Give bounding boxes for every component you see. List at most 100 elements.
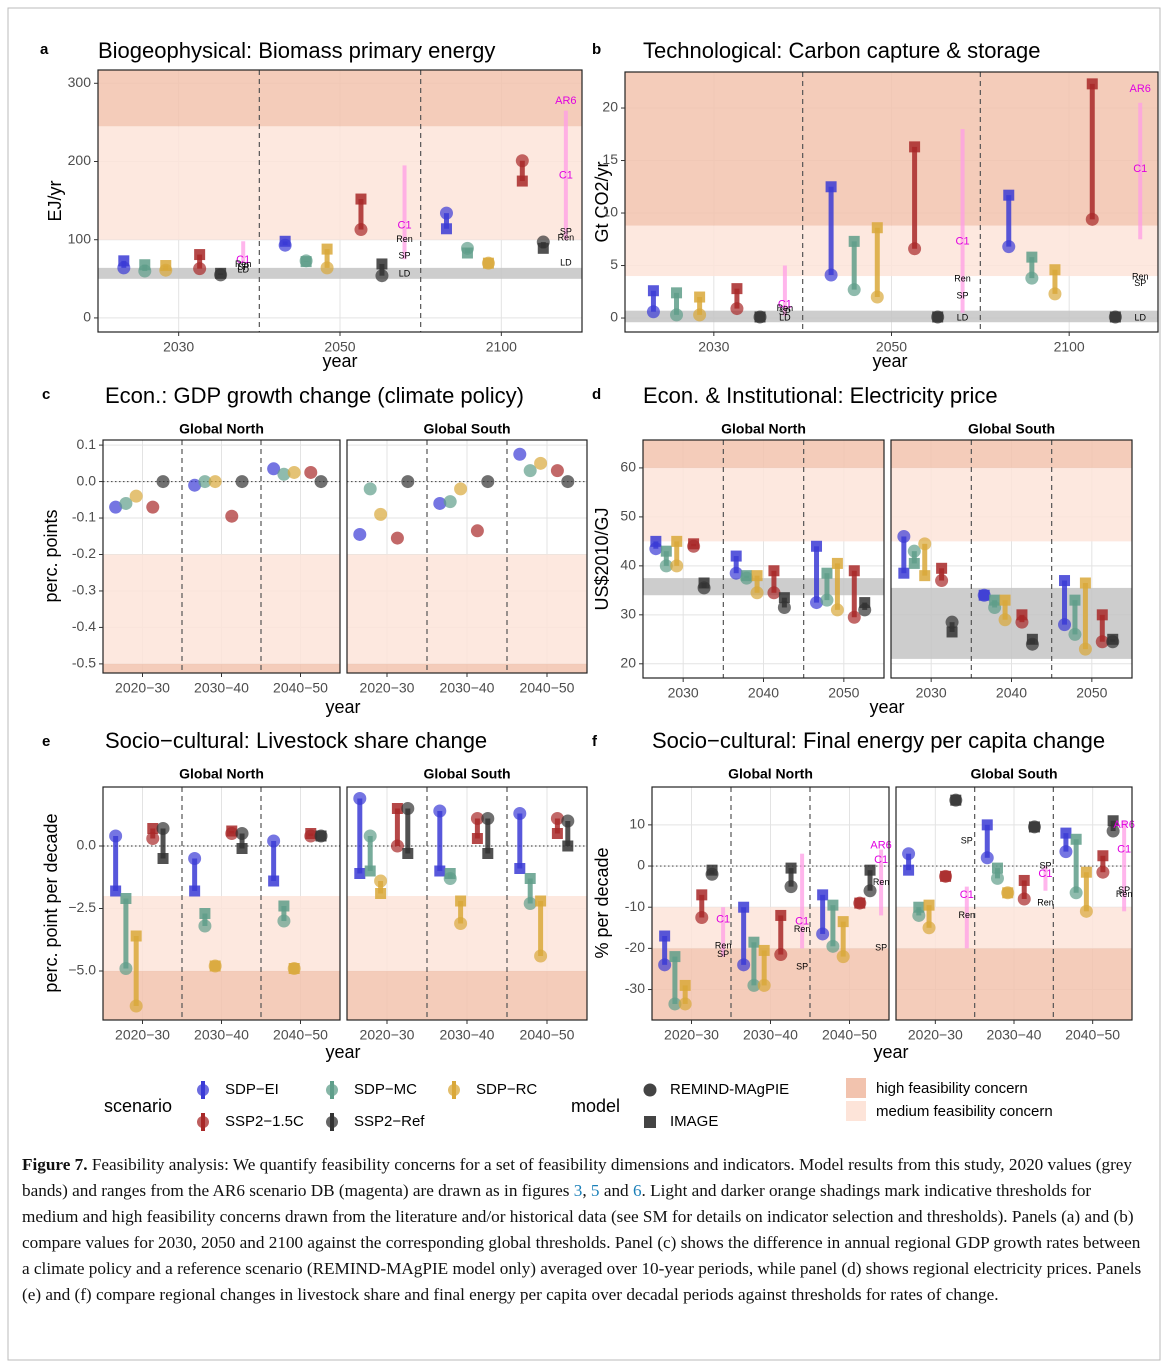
remind-point — [1079, 904, 1093, 918]
y-tick-label: 200 — [68, 152, 92, 168]
remind-point — [1106, 824, 1120, 838]
annotation: LD — [957, 312, 969, 322]
remind-point — [278, 238, 292, 252]
facet-strip: Global South — [423, 766, 510, 782]
remind-point — [109, 829, 123, 843]
figure-link[interactable]: 5 — [590, 1181, 600, 1200]
y-tick-label: 20 — [602, 99, 618, 115]
image-point — [981, 819, 993, 831]
remind-point — [907, 544, 921, 558]
remind-point — [354, 223, 368, 237]
ar6-range — [1138, 102, 1143, 240]
remind-point — [119, 496, 133, 510]
panel-title: Econ. & Institutional: Electricity price — [643, 383, 998, 408]
image-point — [236, 843, 248, 854]
remind-point — [1085, 212, 1099, 226]
image-point — [321, 243, 333, 255]
image-point — [919, 570, 931, 582]
image-point — [671, 535, 683, 547]
y-tick-label: 40 — [620, 557, 636, 573]
remind-point — [156, 822, 170, 835]
annotation: Ren — [1116, 889, 1133, 899]
remind-point — [146, 832, 160, 845]
remind-point — [304, 465, 318, 479]
legend-label: medium feasibility concern — [876, 1103, 1053, 1120]
x-tick-label: 2030−40 — [987, 1027, 1042, 1043]
remind-point — [1015, 615, 1029, 629]
annotation: SP — [717, 949, 729, 959]
image-point — [157, 853, 169, 864]
image-point — [524, 873, 536, 884]
remind-point — [208, 959, 222, 973]
remind-point — [433, 804, 447, 818]
annotation: LD — [1134, 312, 1146, 322]
high-concern-band — [891, 440, 1132, 468]
legend-label: SDP−RC — [476, 1081, 537, 1098]
remind-point — [870, 290, 884, 304]
image-point — [778, 592, 790, 604]
remind-point — [747, 978, 761, 992]
remind-point — [188, 852, 202, 865]
image-point — [825, 181, 837, 193]
image-point — [898, 567, 910, 579]
remind-point — [1025, 637, 1039, 651]
high-concern-band — [347, 663, 587, 673]
y-tick-label: 0 — [610, 309, 618, 325]
annotation: LD — [560, 258, 572, 268]
image-point — [936, 562, 948, 574]
x-tick-label: 2030 — [163, 339, 194, 355]
image-point — [1069, 594, 1081, 606]
remind-point — [225, 827, 239, 840]
high-concern-band — [643, 440, 884, 468]
image-point — [827, 899, 839, 911]
legend-key — [197, 1116, 209, 1128]
remind-point — [659, 559, 673, 573]
x-tick-label: 2040 — [996, 685, 1027, 701]
remind-point — [687, 539, 701, 553]
legend-key — [643, 1083, 657, 1097]
remind-point — [777, 600, 791, 614]
figure-border — [7, 7, 1161, 1361]
x-tick-label: 2030 — [698, 339, 729, 355]
ar6-range — [241, 241, 246, 264]
remind-point — [753, 310, 767, 324]
y-tick-label: 50 — [620, 508, 636, 524]
x-tick-label: 2020−30 — [360, 1027, 415, 1043]
remind-point — [534, 949, 548, 963]
image-point — [376, 258, 388, 270]
remind-point — [767, 586, 781, 600]
image-point — [1059, 575, 1071, 587]
remind-point — [320, 261, 334, 275]
caption-label: Figure 7. — [22, 1155, 88, 1174]
image-point — [1049, 264, 1061, 276]
remind-point — [1068, 627, 1082, 641]
image-point — [391, 803, 403, 814]
image-point — [859, 597, 871, 609]
annotation: SP — [560, 226, 572, 236]
annotation: Ren — [873, 877, 890, 887]
remind-point — [561, 814, 575, 828]
remind-point — [481, 256, 495, 270]
medium-concern-band — [652, 907, 889, 949]
caption-text: Feasibility analysis: We quantify feasib… — [22, 1155, 1133, 1200]
remind-point — [523, 464, 537, 478]
image-point — [364, 865, 376, 877]
remind-point — [1025, 271, 1039, 285]
image-point — [785, 862, 797, 874]
y-tick-label: 0 — [637, 857, 645, 873]
remind-point — [515, 154, 529, 168]
annotation: Ren — [777, 303, 794, 313]
high-concern-band — [896, 948, 1132, 1020]
y-tick-label: −2.5 — [68, 899, 96, 915]
image-point — [848, 235, 860, 247]
image-point — [355, 193, 367, 205]
image-point — [837, 916, 849, 928]
remind-point — [980, 851, 994, 865]
image-point — [748, 936, 760, 948]
figure-link[interactable]: 6 — [632, 1181, 642, 1200]
figure-link[interactable]: 3 — [573, 1181, 583, 1200]
remind-point — [117, 261, 131, 275]
y-tick-label: 5 — [610, 256, 618, 272]
remind-point — [188, 478, 202, 492]
